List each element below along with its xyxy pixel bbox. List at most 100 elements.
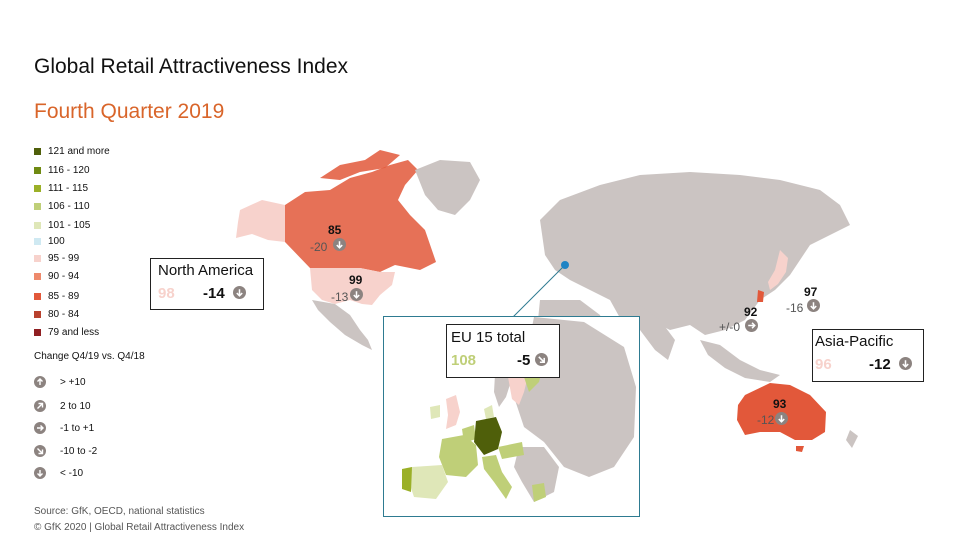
- north-america-summary: North America 98 -14: [150, 258, 264, 310]
- legend-swatch: [34, 273, 41, 280]
- page-subtitle: Fourth Quarter 2019: [34, 100, 225, 123]
- arrow-down-icon: [899, 357, 912, 370]
- change-legend-title: Change Q4/19 vs. Q4/18: [34, 351, 145, 362]
- ireland-shape: [430, 405, 440, 419]
- australia-value: 93: [773, 397, 787, 411]
- japan-shape: [768, 250, 788, 290]
- usa-shape: [310, 268, 395, 305]
- usa-value: 99: [349, 273, 363, 287]
- japan-change: -16: [786, 301, 804, 315]
- arrow-down-icon: [350, 288, 363, 301]
- change-legend-item: -1 to +1: [34, 422, 94, 434]
- arrow-down-icon: [34, 467, 46, 479]
- region-name: EU 15 total: [451, 329, 526, 346]
- legend-label: 121 and more: [48, 146, 110, 157]
- legend-item: 121 and more: [34, 146, 110, 157]
- balkans-shape: [514, 447, 559, 502]
- france-shape: [439, 435, 478, 477]
- germany-shape: [474, 417, 502, 455]
- change-legend-label: > +10: [60, 376, 86, 388]
- change-legend-label: < -10: [60, 467, 84, 479]
- legend-swatch: [34, 222, 41, 229]
- arrow-down-icon: [233, 286, 246, 299]
- legend-label: 100: [48, 236, 65, 247]
- legend-item: 100: [34, 236, 65, 247]
- australia-shape: [737, 383, 826, 440]
- legend-item: 90 - 94: [34, 271, 79, 282]
- legend-item: 111 - 115: [34, 183, 88, 194]
- legend-swatch: [34, 329, 41, 336]
- canada-islands-shape: [320, 150, 400, 180]
- arrow-up-icon: [34, 376, 46, 388]
- arrow-right-icon: [34, 422, 46, 434]
- arrow-down-icon: [807, 299, 820, 312]
- arrow-down-icon: [775, 412, 788, 425]
- new-zealand-shape: [846, 430, 858, 448]
- change-legend-label: -10 to -2: [60, 445, 98, 457]
- eu15-summary: EU 15 total 108 -5: [446, 324, 560, 378]
- mexico-shape: [312, 300, 372, 350]
- legend-label: 80 - 84: [48, 309, 80, 320]
- legend-item: 106 - 110: [34, 201, 90, 212]
- legend-label: 95 - 99: [48, 253, 80, 264]
- eurasia-shape: [540, 172, 850, 335]
- source-note: Source: GfK, OECD, national statistics: [34, 506, 205, 517]
- legend-label: 90 - 94: [48, 271, 80, 282]
- canada-change: -20: [310, 240, 328, 254]
- legend-label: 85 - 89: [48, 291, 80, 302]
- arrow-up-right-icon: [34, 400, 46, 412]
- arrow-down-icon: [333, 238, 346, 251]
- region-index: 96: [815, 356, 832, 373]
- legend-swatch: [34, 148, 41, 155]
- legend-label: 101 - 105: [48, 220, 91, 231]
- alaska-shape: [236, 200, 285, 242]
- legend-label: 79 and less: [48, 327, 100, 338]
- eu-connector-line: [511, 264, 566, 319]
- change-legend-item: -10 to -2: [34, 445, 97, 457]
- region-index: 98: [158, 285, 175, 302]
- legend-swatch: [34, 203, 41, 210]
- legend-swatch: [34, 167, 41, 174]
- arrow-right-icon: [745, 319, 758, 332]
- legend-item: 95 - 99: [34, 253, 79, 264]
- greenland-shape: [415, 160, 480, 215]
- legend-label: 116 - 120: [48, 165, 90, 176]
- change-legend-label: -1 to +1: [60, 422, 95, 434]
- south-korea-value: 92: [744, 305, 758, 319]
- legend-item: 101 - 105: [34, 220, 90, 231]
- arrow-down-right-icon: [535, 353, 548, 366]
- portugal-shape: [402, 467, 412, 492]
- legend-item: 116 - 120: [34, 165, 90, 176]
- south-asia-shape: [610, 300, 675, 360]
- legend-item: 80 - 84: [34, 309, 79, 320]
- legend-swatch: [34, 311, 41, 318]
- legend-item: 85 - 89: [34, 291, 79, 302]
- southeast-asia-shape: [700, 340, 780, 382]
- asia-pacific-summary: Asia-Pacific 96 -12: [812, 329, 924, 382]
- denmark-shape: [484, 405, 494, 419]
- change-legend-label: 2 to 10: [60, 400, 91, 412]
- change-legend-item: > +10: [34, 376, 86, 388]
- change-legend-item: < -10: [34, 467, 83, 479]
- austria-shape: [498, 442, 524, 459]
- legend-label: 106 - 110: [48, 201, 90, 212]
- region-name: North America: [158, 262, 254, 279]
- italy-shape: [482, 455, 512, 499]
- region-change: -14: [203, 285, 225, 302]
- legend-label: 111 - 115: [48, 183, 89, 194]
- legend-swatch: [34, 255, 41, 262]
- canada-shape: [285, 160, 436, 272]
- region-name: Asia-Pacific: [815, 333, 894, 350]
- legend-swatch: [34, 185, 41, 192]
- copyright-note: © GfK 2020 | Global Retail Attractivenes…: [34, 522, 245, 533]
- tasmania-shape: [796, 446, 804, 452]
- japan-value: 97: [804, 285, 818, 299]
- region-index: 108: [451, 352, 477, 369]
- legend-swatch: [34, 238, 41, 245]
- change-legend-item: 2 to 10: [34, 400, 91, 412]
- page-title: Global Retail Attractiveness Index: [34, 55, 348, 78]
- south-korea-shape: [757, 290, 764, 302]
- region-change: -5: [517, 352, 531, 369]
- south-korea-change: +/-0: [719, 320, 741, 334]
